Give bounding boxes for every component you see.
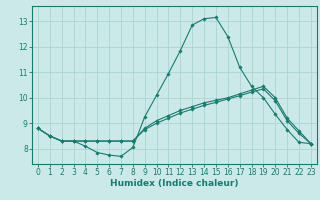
X-axis label: Humidex (Indice chaleur): Humidex (Indice chaleur) (110, 179, 239, 188)
